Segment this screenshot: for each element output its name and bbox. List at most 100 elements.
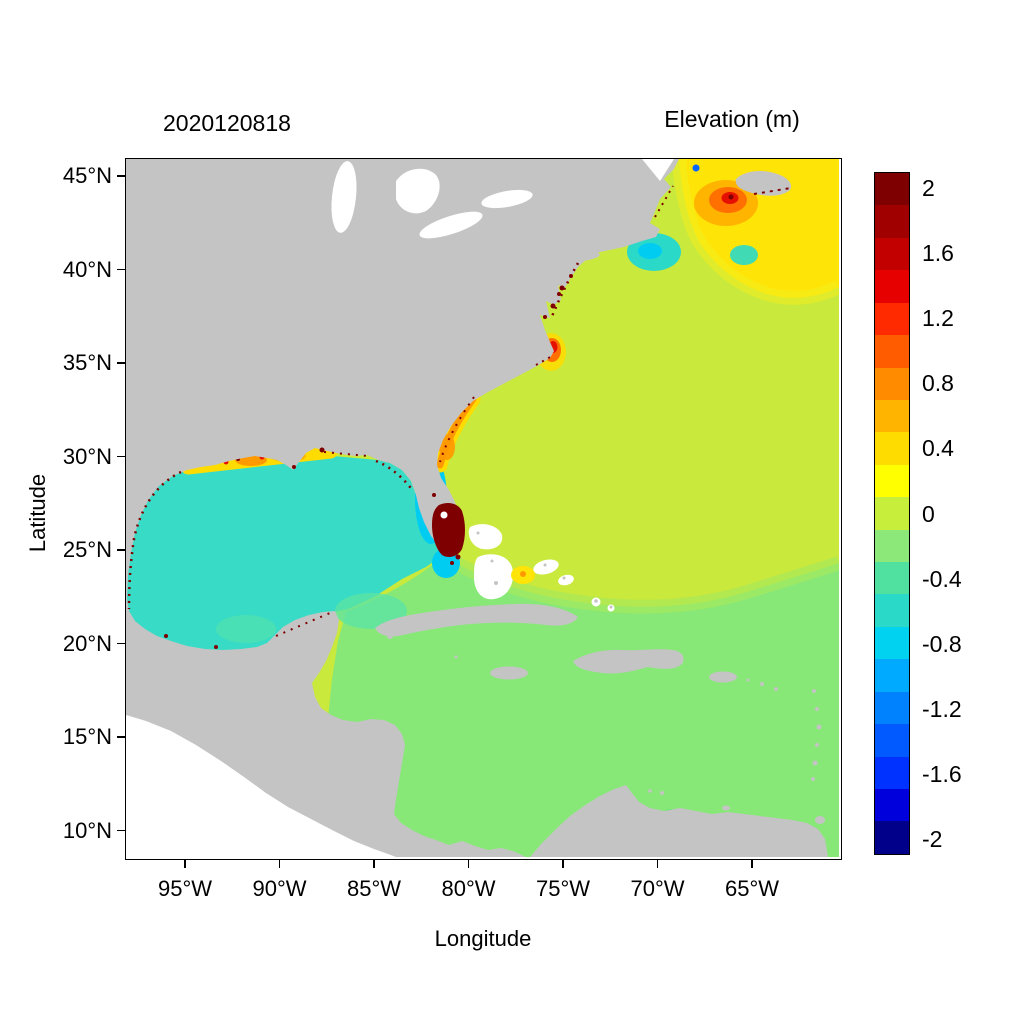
new-england-cyan-core — [638, 243, 662, 259]
colorbar — [874, 172, 910, 855]
colorbar-tick-label: 0.8 — [922, 370, 954, 397]
x-tick-mark — [656, 860, 659, 868]
puerto-rico-land — [709, 671, 737, 683]
x-tick-mark — [467, 860, 470, 868]
x-tick-mark — [278, 860, 281, 868]
colorbar-block — [875, 497, 909, 530]
y-tick-mark — [117, 362, 125, 364]
bahama-bank-4 — [558, 574, 574, 586]
y-tick-label: 40°N — [62, 256, 112, 282]
colorbar-tick-label: -1.2 — [922, 695, 962, 722]
fundy-darkred-dot — [728, 194, 734, 200]
margarita — [722, 805, 730, 811]
gulf-of-mexico — [126, 451, 447, 679]
colorbar-block — [875, 464, 909, 498]
y-tick-mark — [117, 175, 125, 177]
estuary-flood-dots — [164, 274, 573, 649]
nova-scotia-turquoise-patch — [730, 245, 758, 265]
x-tick-label: 75°W — [535, 876, 591, 901]
x-tick-mark — [184, 860, 186, 868]
y-tick-label: 25°N — [62, 537, 112, 563]
colorbar-block — [875, 335, 909, 368]
colorbar-block — [875, 529, 909, 563]
colorbar-tick-label: -2 — [922, 825, 943, 852]
north-america-land — [126, 159, 679, 599]
y-tick-mark — [117, 549, 125, 551]
colorbar-block — [875, 789, 909, 822]
x-tick-mark — [751, 860, 753, 868]
y-tick-mark — [117, 455, 125, 458]
lake-huron — [396, 168, 440, 214]
colorbar-block — [875, 399, 909, 433]
colorbar-block — [875, 594, 909, 627]
isle-of-youth — [387, 633, 393, 639]
y-tick-label: 20°N — [62, 630, 112, 656]
trinidad — [815, 816, 825, 824]
yucatan-channel-green — [335, 593, 407, 629]
nova-scotia-land — [735, 171, 792, 196]
colorbar-block — [875, 237, 909, 271]
bahamas-orange-dot — [520, 571, 526, 577]
map-svg — [126, 159, 839, 857]
y-tick-mark — [117, 268, 125, 271]
colorbar-tick-label: 0 — [922, 500, 935, 527]
map-plot-area — [125, 158, 842, 860]
island-speck-layer — [476, 531, 825, 824]
lake-michigan — [331, 161, 357, 233]
x-axis-title: Longitude — [434, 926, 532, 951]
colorbar-block — [875, 626, 909, 660]
y-tick-mark — [117, 642, 125, 645]
no-data-layer — [126, 159, 674, 857]
colorbar-tick-label: 1.2 — [922, 305, 954, 332]
colorbar-tick-label: -0.8 — [922, 630, 962, 657]
y-tick-label: 10°N — [62, 817, 112, 843]
colorbar-tick-label: 0.4 — [922, 435, 954, 462]
colorbar-block — [875, 302, 909, 336]
bahama-bank-1 — [468, 524, 503, 550]
colorbar-block — [875, 756, 909, 790]
colorbar-title: Elevation (m) — [664, 106, 800, 132]
x-tick-label: 95°W — [157, 876, 213, 901]
colorbar-tick-label: 2 — [922, 175, 935, 202]
lake-okeechobee — [440, 511, 448, 519]
florida-darkred-hotspot — [432, 503, 465, 557]
x-tick-label: 80°W — [441, 876, 496, 901]
x-tick-label: 90°W — [252, 876, 307, 901]
y-tick-mark — [117, 829, 125, 832]
coastal-flood-speckles — [127, 185, 792, 637]
caribbean-sea — [328, 555, 839, 857]
lake-ontario — [481, 189, 533, 209]
y-tick-label: 15°N — [62, 724, 112, 750]
pacific-no-data — [126, 715, 396, 857]
cayman-island — [454, 655, 458, 659]
colorbar-block — [875, 205, 909, 238]
jamaica-land — [490, 666, 528, 680]
hotspot-layer — [127, 185, 792, 649]
date-title: 2020120818 — [163, 110, 291, 136]
colorbar-block — [875, 821, 909, 854]
south-america-land — [530, 785, 828, 857]
colorbar-block — [875, 724, 909, 757]
lake-erie — [419, 211, 483, 239]
campeche-green — [216, 615, 276, 643]
y-tick-mark — [117, 736, 125, 738]
y-tick-label: 35°N — [62, 350, 112, 376]
colorbar-block — [875, 691, 909, 725]
y-tick-label: 30°N — [62, 443, 112, 469]
x-tick-mark — [373, 860, 375, 868]
colorbar-block — [875, 659, 909, 692]
x-tick-label: 85°W — [346, 876, 402, 901]
cuba-land — [375, 603, 578, 637]
x-tick-label: 65°W — [724, 876, 780, 901]
lesser-antilles — [812, 689, 816, 693]
x-tick-label: 70°W — [630, 876, 685, 901]
y-tick-label: 45°N — [62, 163, 112, 189]
colorbar-block — [875, 367, 909, 400]
colorbar-block — [875, 270, 909, 303]
long-island-land — [566, 252, 600, 262]
colorbar-block — [875, 562, 909, 595]
bahama-bank-2 — [474, 554, 514, 600]
colorbar-tick-label: -1.6 — [922, 760, 962, 787]
x-tick-mark — [562, 860, 564, 868]
